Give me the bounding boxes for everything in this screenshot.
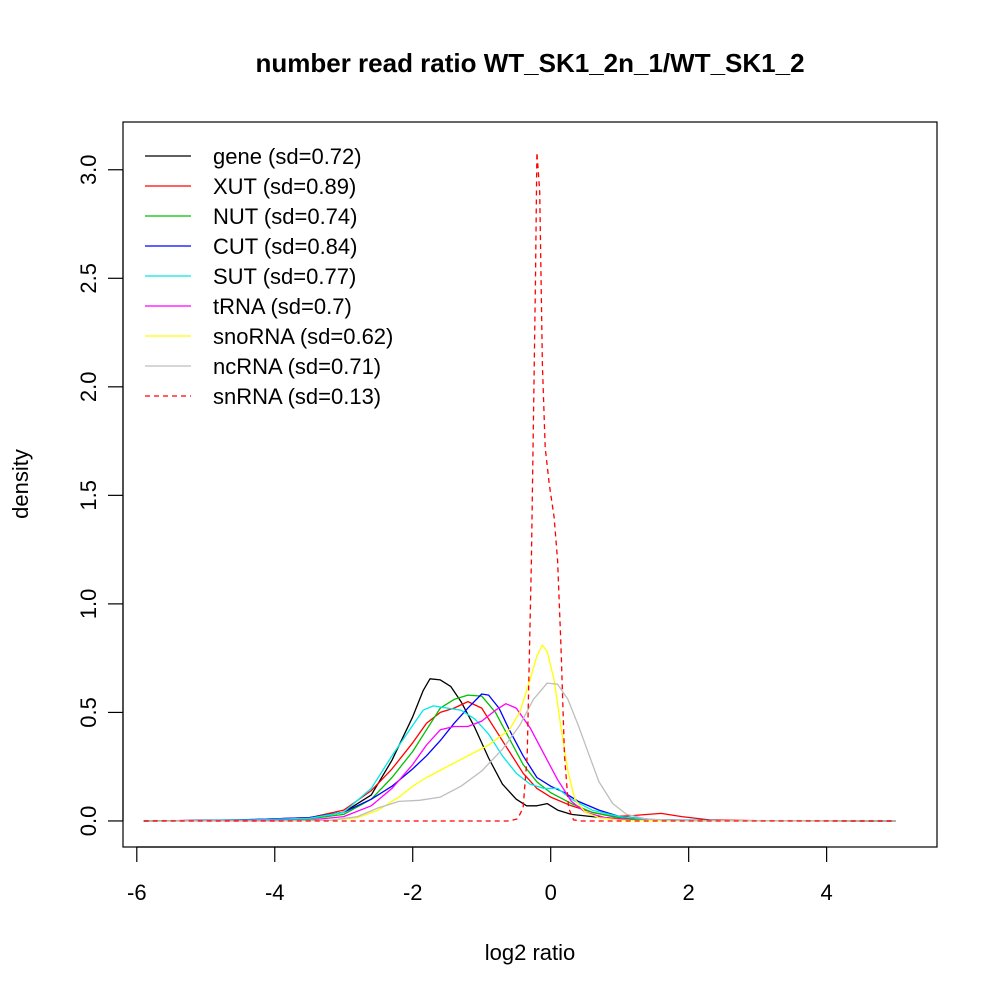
series-line-0 [143,678,896,822]
legend-label: NUT (sd=0.74) [213,204,357,229]
series-line-1 [143,700,896,822]
series-lines [143,151,896,822]
x-tick-label: -4 [265,880,285,905]
legend-label: ncRNA (sd=0.71) [213,354,381,379]
y-tick-label: 1.5 [76,480,101,511]
chart-title: number read ratio WT_SK1_2n_1/WT_SK1_2 [255,48,804,78]
legend-label: SUT (sd=0.77) [213,264,356,289]
series-line-8 [143,151,896,822]
legend-label: snoRNA (sd=0.62) [213,324,393,349]
y-tick-label: 2.5 [76,263,101,294]
series-line-4 [143,705,896,822]
x-tick-label: -6 [127,880,147,905]
y-tick-label: 0.5 [76,697,101,728]
series-line-6 [143,644,896,822]
legend: gene (sd=0.72) XUT (sd=0.89) NUT (sd=0.74)… [145,144,393,409]
legend-label: gene (sd=0.72) [213,144,362,169]
legend-label: XUT (sd=0.89) [213,174,356,199]
y-tick-label: 2.0 [76,372,101,403]
series-line-7 [143,682,896,822]
x-tick-label: 0 [545,880,557,905]
legend-label: tRNA (sd=0.7) [213,294,352,319]
y-tick-label: 0.0 [76,806,101,837]
x-axis: -6 -4 -2 0 2 4 [127,846,833,905]
y-axis-label: density [8,449,33,519]
y-tick-label: 3.0 [76,154,101,185]
series-line-3 [143,693,896,822]
legend-label: snRNA (sd=0.13) [213,384,381,409]
plot-frame [122,121,938,848]
x-tick-label: -2 [403,880,423,905]
y-axis: 0.0 0.5 1.0 1.5 2.0 2.5 3.0 [76,154,124,837]
x-tick-label: 2 [683,880,695,905]
legend-label: CUT (sd=0.84) [213,234,357,259]
x-axis-label: log2 ratio [485,940,576,965]
series-line-5 [143,703,896,822]
y-tick-label: 1.0 [76,589,101,620]
x-tick-label: 4 [821,880,833,905]
